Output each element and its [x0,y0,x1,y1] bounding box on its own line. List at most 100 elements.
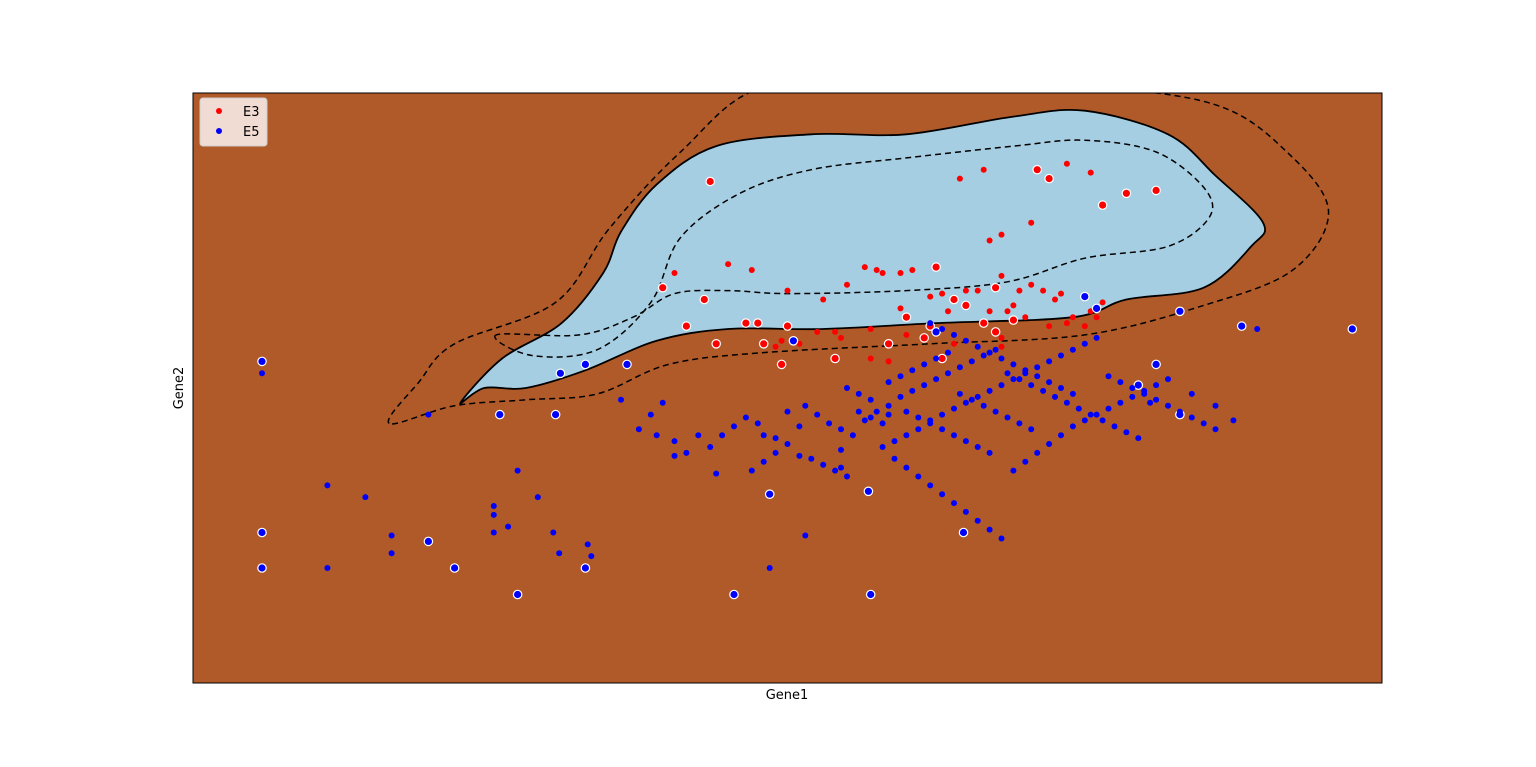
point-e5-155 [1188,390,1195,397]
point-e5-186 [962,508,969,515]
point-e5-60 [683,449,690,456]
point-e5-56 [635,426,642,433]
point-e3-11 [879,270,886,276]
point-e3-64 [1081,323,1088,330]
point-e5-72 [826,420,833,427]
point-e5-135 [1010,376,1017,383]
point-e5-19 [550,529,557,536]
point-e3-72 [681,321,692,331]
point-e3-24 [927,293,934,300]
point-e5-25 [494,409,505,420]
point-e5-67 [760,432,767,439]
point-e3-61 [1016,287,1023,294]
point-e5-183 [927,482,934,489]
point-e5-82 [945,370,951,377]
x-axis-label: Gene1 [766,688,809,703]
point-e5-58 [659,399,666,406]
point-e3-21 [939,290,946,297]
point-e5-115 [867,396,874,403]
point-e5-131 [962,399,969,406]
point-e3-73 [885,358,892,365]
point-e5-73 [838,426,844,433]
point-e5-78 [897,393,904,400]
point-e3-36 [1097,200,1108,210]
point-e5-17 [512,589,523,600]
point-e5-1 [259,370,265,377]
point-e5-203 [1165,376,1171,383]
point-e5-47 [1133,380,1144,390]
legend-marker-e5 [216,128,222,134]
point-e5-162 [998,355,1005,362]
point-e5-180 [891,455,898,462]
point-e3-19 [974,287,981,294]
point-e3-76 [758,338,769,349]
point-e5-197 [1093,411,1100,418]
point-e5-171 [879,420,886,427]
point-e5-189 [998,535,1005,542]
data-points [257,160,1358,600]
point-e3-81 [778,337,785,344]
point-e3-33 [1087,169,1094,176]
point-e5-12 [490,503,497,509]
point-e5-92 [1063,399,1070,406]
point-e5-106 [956,390,963,397]
margin-contour-1 [494,139,1214,358]
point-e5-63 [719,432,726,439]
point-e3-75 [752,318,763,328]
point-e5-169 [855,408,862,415]
point-e5-37 [802,532,809,539]
point-e5-76 [873,408,880,415]
point-e5-13 [490,511,497,518]
point-e3-78 [838,334,844,341]
point-e5-50 [931,327,941,337]
point-e3-44 [867,326,874,332]
point-e5-187 [974,517,981,524]
point-e5-20 [556,550,563,557]
point-e5-93 [1075,405,1082,412]
point-e5-195 [1069,423,1076,430]
point-e5-4 [324,482,331,489]
point-e5-34 [796,452,803,459]
point-e5-79 [909,387,916,394]
point-e5-123 [986,449,993,456]
point-e3-32 [1063,160,1070,167]
point-e3-65 [1093,314,1100,321]
point-e5-65 [742,414,749,421]
point-e5-5 [324,565,331,571]
point-e5-114 [855,390,862,397]
point-e5-18 [534,494,541,501]
point-e3-15 [956,175,963,182]
point-e5-71 [814,411,821,418]
point-e5-113 [844,385,850,391]
point-e3-45 [832,328,839,335]
point-e3-55 [1069,314,1076,321]
point-e5-8 [388,550,395,557]
point-e5-144 [1117,379,1124,386]
point-e5-132 [974,393,981,400]
point-e5-116 [903,408,910,415]
point-e5-39 [865,589,876,600]
point-e3-77 [1010,302,1017,309]
point-e5-97 [1123,429,1130,436]
point-e5-98 [1135,435,1142,442]
point-e5-11 [449,563,460,573]
point-e5-112 [1028,426,1035,433]
point-e5-191 [1022,458,1029,465]
point-e5-40 [838,464,844,471]
point-e5-196 [1081,417,1088,424]
point-e5-46 [1151,359,1161,370]
point-e3-48 [741,318,751,328]
point-e3-27 [986,308,993,315]
point-e5-53 [1347,324,1358,334]
point-e5-80 [921,382,928,389]
point-e3-18 [990,282,1001,293]
point-e5-121 [962,438,969,445]
point-e5-23 [580,563,591,573]
point-e3-54 [1046,323,1053,330]
point-e3-69 [867,355,874,362]
point-e3-46 [814,328,821,335]
point-e5-41 [838,446,844,453]
point-e5-35 [796,423,803,430]
point-e5-36 [729,589,739,600]
point-e3-23 [897,305,904,312]
